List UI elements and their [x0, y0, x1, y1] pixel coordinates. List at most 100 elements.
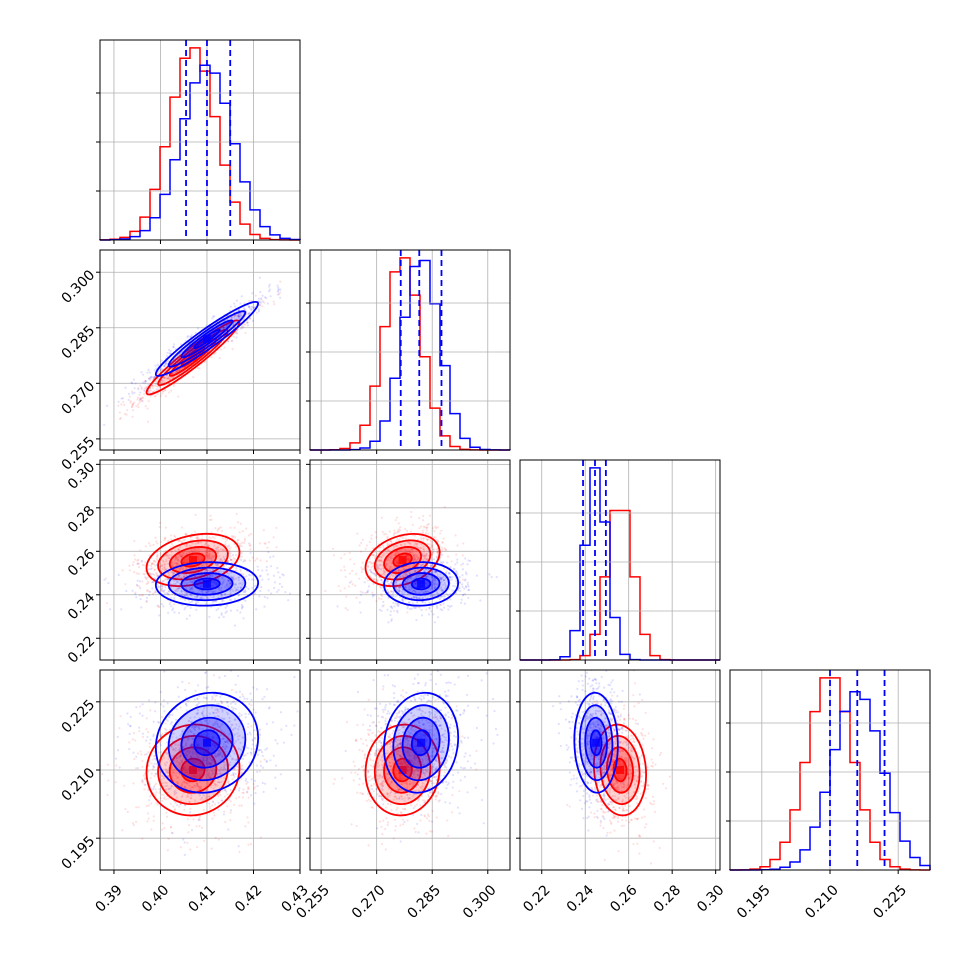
- sample-point: [205, 563, 208, 566]
- sample-point: [162, 560, 165, 563]
- sample-point: [177, 611, 181, 615]
- sample-point: [462, 542, 465, 545]
- sample-point: [348, 572, 352, 575]
- sample-point: [229, 819, 232, 822]
- sample-point: [251, 292, 254, 295]
- sample-point: [343, 569, 346, 572]
- sample-point: [138, 594, 141, 597]
- sample-point: [219, 589, 222, 592]
- sample-point: [420, 525, 423, 528]
- sample-point: [272, 300, 275, 303]
- sample-point: [455, 553, 458, 556]
- sample-point: [133, 387, 136, 390]
- sample-point: [145, 577, 148, 580]
- sample-point: [159, 580, 162, 583]
- sample-point: [221, 537, 224, 540]
- sample-point: [479, 599, 482, 602]
- sample-point: [237, 521, 240, 524]
- sample-point: [135, 405, 138, 408]
- sample-point: [179, 846, 182, 849]
- sample-point: [248, 544, 251, 547]
- sample-point: [462, 594, 465, 597]
- sample-point: [173, 611, 176, 614]
- sample-point: [394, 531, 397, 534]
- sample-point: [171, 564, 174, 568]
- sample-point: [237, 308, 240, 312]
- sample-point: [153, 591, 156, 594]
- sample-point: [428, 514, 432, 517]
- sample-point: [263, 595, 266, 599]
- sample-point: [171, 593, 174, 596]
- sample-point: [247, 843, 250, 846]
- sample-point: [238, 315, 241, 318]
- sample-point: [223, 346, 226, 349]
- sample-point: [243, 537, 247, 541]
- sample-point: [165, 560, 168, 563]
- sample-point: [449, 598, 452, 601]
- sample-point: [131, 382, 134, 385]
- sample-point: [380, 609, 383, 612]
- sample-point: [212, 315, 215, 318]
- sample-point: [238, 531, 241, 534]
- sample-point: [247, 312, 250, 315]
- sample-point: [265, 565, 268, 569]
- sample-point: [258, 276, 261, 279]
- sample-point: [222, 326, 225, 329]
- sample-point: [390, 618, 393, 621]
- sample-point: [467, 596, 470, 600]
- sample-point: [222, 326, 226, 329]
- sample-point: [337, 585, 340, 588]
- sample-point: [146, 371, 149, 374]
- sample-point: [136, 403, 140, 406]
- sample-point: [170, 550, 173, 553]
- sample-point: [459, 589, 462, 593]
- sample-point: [258, 575, 261, 578]
- sample-point: [267, 589, 270, 592]
- sample-point: [154, 590, 157, 594]
- sample-point: [101, 772, 104, 776]
- sample-point: [158, 614, 161, 617]
- sample-point: [232, 316, 236, 319]
- sample-point: [252, 306, 255, 309]
- sample-point: [190, 333, 193, 337]
- sample-point: [458, 575, 461, 579]
- sample-point: [146, 820, 149, 823]
- sample-point: [156, 385, 159, 388]
- sample-point: [216, 529, 219, 532]
- sample-point: [195, 608, 198, 611]
- sample-point: [208, 555, 211, 558]
- sample-point: [259, 301, 263, 304]
- sample-point: [265, 560, 268, 563]
- sample-point: [149, 377, 152, 380]
- sample-point: [279, 280, 282, 283]
- sample-point: [181, 551, 184, 554]
- sample-point: [267, 550, 270, 554]
- sample-point: [272, 536, 275, 539]
- sample-point: [170, 605, 173, 608]
- sample-point: [278, 576, 281, 579]
- sample-point: [303, 578, 305, 580]
- sample-point: [170, 372, 173, 376]
- sample-point: [164, 362, 167, 365]
- sample-point: [191, 581, 194, 584]
- sample-point: [152, 559, 155, 562]
- sample-point: [251, 556, 254, 559]
- sample-point: [162, 365, 166, 368]
- sample-point: [182, 551, 185, 555]
- sample-point: [124, 583, 127, 586]
- peak-bin: [202, 334, 211, 343]
- sample-point: [148, 389, 151, 393]
- sample-point: [248, 311, 251, 314]
- sample-point: [159, 368, 162, 372]
- sample-point: [147, 751, 150, 754]
- sample-point: [364, 547, 367, 550]
- sample-point: [358, 601, 361, 604]
- sample-point: [129, 401, 132, 404]
- sample-point: [211, 556, 214, 559]
- sample-point: [466, 583, 469, 586]
- sample-point: [204, 551, 208, 555]
- sample-point: [450, 604, 453, 608]
- sample-point: [213, 814, 216, 817]
- sample-point: [140, 594, 144, 597]
- sample-point: [232, 803, 236, 807]
